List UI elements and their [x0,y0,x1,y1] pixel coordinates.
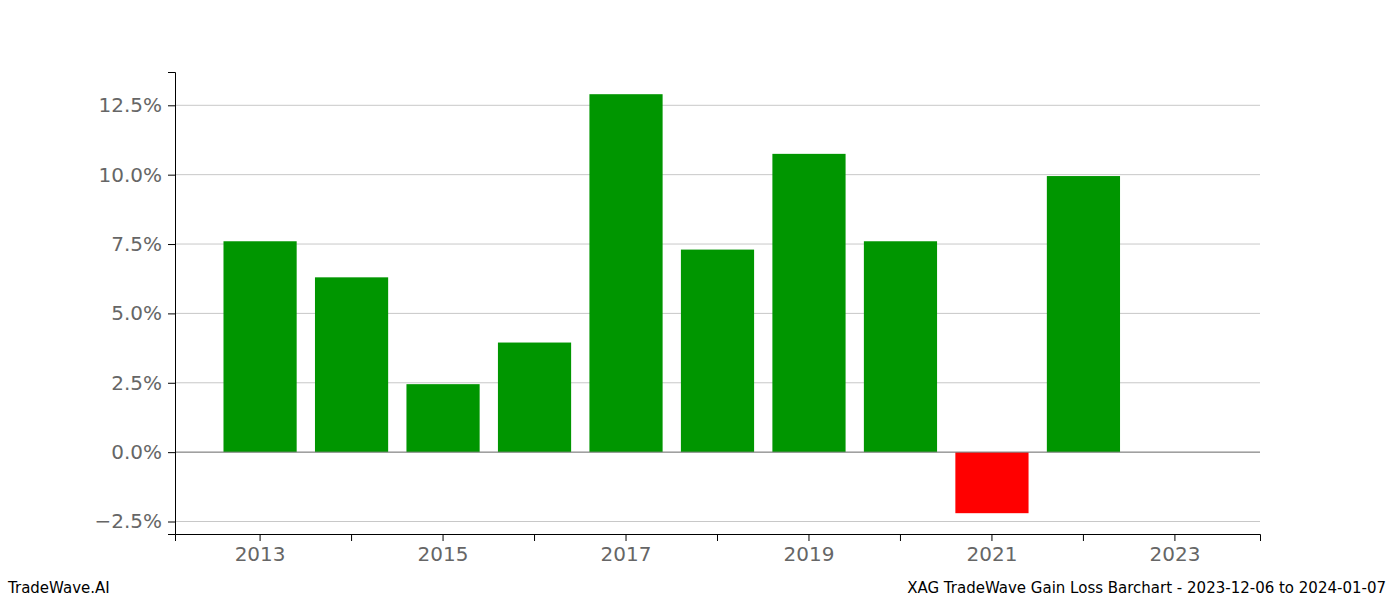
title: XAG TradeWave Gain Loss Barchart - 2023-… [907,579,1386,597]
bar [223,241,296,452]
x-tick: 2023 [1149,534,1200,566]
grid-line [175,174,1260,175]
y-tick-mark [168,313,175,314]
x-tick-mark [534,534,535,541]
bar [772,154,845,452]
x-tick [717,534,718,541]
x-tick-mark [1083,534,1084,541]
grid [175,105,1260,521]
x-tick-mark [443,534,444,541]
y-tick: 7.5% [111,232,175,256]
x-tick-mark [991,534,992,541]
y-tick-mark [168,105,175,106]
y-tick-label: 7.5% [111,232,162,256]
baseline [175,452,1260,453]
x-tick-mark [260,534,261,541]
y-tick-label: 12.5% [98,93,162,117]
bar [1047,176,1120,452]
x-tick-mark [351,534,352,541]
y-tick: 10.0% [98,163,175,187]
x-tick [1083,534,1084,541]
plot: −2.5%0.0%2.5%5.0%7.5%10.0%12.5%201320152… [94,73,1260,567]
x-tick-mark [717,534,718,541]
bar [681,250,754,453]
bar [406,384,479,452]
y-tick: 12.5% [98,93,175,117]
bar [955,452,1028,513]
x-tick: 2019 [784,534,835,566]
x-tick: 2015 [418,534,469,566]
x-tick-mark [808,534,809,541]
x-tick: 2013 [235,534,286,566]
y-tick-mark [168,522,175,523]
y-tick: 0.0% [111,440,175,464]
x-axis: 2013 2015 2017 2019 2021 2023 [176,534,1261,566]
y-tick-mark [168,175,175,176]
x-tick [534,534,535,541]
bar [864,241,937,452]
x-axis-line [176,535,1261,542]
x-tick-mark [900,534,901,541]
y-tick-mark [168,244,175,245]
y-tick-label: −2.5% [94,509,162,533]
y-tick: −2.5% [94,509,175,533]
grid-line [175,105,1260,106]
x-tick [351,534,352,541]
y-tick-mark [168,452,175,453]
x-tick-mark [626,534,627,541]
y-tick: 2.5% [111,371,175,395]
y-axis: −2.5% 0.0% 2.5% 5.0% 7.5% 10.0% 12.5% [94,73,175,535]
x-tick-label: 2015 [418,542,469,566]
x-tick-mark [1174,534,1175,541]
bars [223,94,1120,513]
x-tick [900,534,901,541]
grid-line [175,521,1260,522]
y-tick-label: 2.5% [111,371,162,395]
x-tick: 2017 [601,534,652,566]
x-tick-label: 2021 [966,542,1017,566]
x-tick: 2021 [966,534,1017,566]
bar [315,277,388,452]
y-tick-mark [168,383,175,384]
y-axis-line [168,73,176,535]
x-tick-label: 2017 [601,542,652,566]
chart: −2.5%0.0%2.5%5.0%7.5%10.0%12.5%201320152… [0,0,1400,600]
y-tick: 5.0% [111,301,175,325]
grid-line [175,452,1260,453]
y-tick-label: 5.0% [111,301,162,325]
bar [498,343,571,453]
annotation: TradeWave.AI [7,579,110,597]
x-tick-label: 2019 [784,542,835,566]
x-tick-label: 2013 [235,542,286,566]
bar [589,94,662,452]
y-tick-label: 0.0% [111,440,162,464]
x-tick-label: 2023 [1149,542,1200,566]
y-tick-label: 10.0% [98,163,162,187]
